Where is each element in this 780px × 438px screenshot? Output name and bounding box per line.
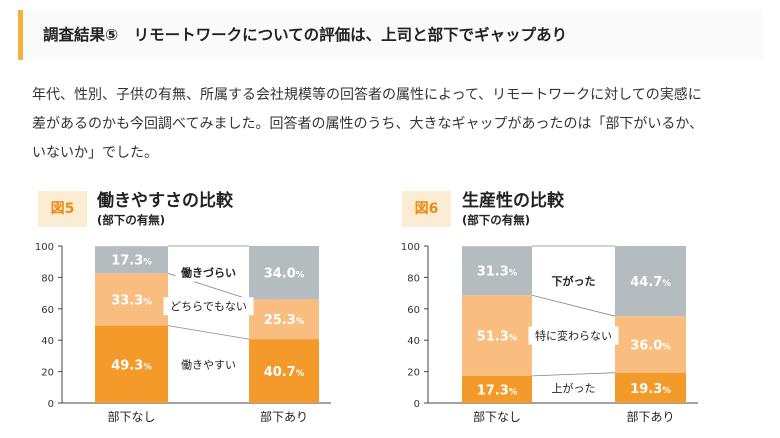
y-tick-label: 80 bbox=[41, 273, 54, 284]
data-label: 25.3% bbox=[264, 313, 305, 328]
intro-line: 差があるのかも今回調べてみました。回答者の属性のうち、大きなギャップがあったのは… bbox=[32, 116, 704, 132]
chart-subtitle: (部下の有無) bbox=[462, 213, 531, 227]
bar-segment bbox=[95, 273, 168, 326]
section-header: 調査結果⑤ リモートワークについての評価は、上司と部下でギャップあり bbox=[18, 10, 763, 60]
bar-segment bbox=[249, 246, 319, 300]
series-label: どちらでもない bbox=[170, 300, 247, 313]
data-label: 34.0% bbox=[264, 267, 305, 282]
legend-bg bbox=[175, 263, 242, 282]
data-label: 17.3% bbox=[111, 254, 152, 269]
series-label: 働きづらい bbox=[180, 266, 236, 280]
legend-bg bbox=[163, 297, 254, 316]
data-label: 49.3% bbox=[111, 358, 152, 373]
series-label: 働きやすい bbox=[181, 358, 236, 371]
bar-segment bbox=[249, 339, 319, 403]
y-tick-label: 20 bbox=[41, 368, 54, 379]
intro-line: 年代、性別、子供の有無、所属する会社規模等の回答者の属性によって、リモートワーク… bbox=[32, 87, 702, 103]
y-tick-label: 0 bbox=[48, 399, 54, 410]
y-tick-label: 40 bbox=[41, 336, 54, 347]
bar-segment bbox=[249, 299, 319, 340]
y-tick-label: 60 bbox=[41, 305, 54, 316]
chart-title: 生産性の比較 bbox=[462, 191, 564, 211]
figure-badge: 図6 bbox=[402, 191, 451, 227]
bar-segment bbox=[95, 246, 168, 274]
intro-paragraph: 年代、性別、子供の有無、所属する会社規模等の回答者の属性によって、リモートワーク… bbox=[32, 81, 762, 168]
section-title: 調査結果⑤ リモートワークについての評価は、上司と部下でギャップあり bbox=[43, 26, 568, 44]
connector-line bbox=[167, 325, 250, 340]
chart-subtitle: (部下の有無) bbox=[97, 213, 166, 227]
y-tick-label: 100 bbox=[35, 242, 54, 253]
data-label: 40.7% bbox=[264, 365, 305, 380]
legend-bg bbox=[175, 355, 242, 374]
figure-badge: 図5 bbox=[38, 191, 87, 227]
x-tick-label: 部下あり bbox=[260, 409, 308, 424]
data-label: 33.3% bbox=[111, 293, 152, 308]
bar-segment bbox=[95, 325, 168, 403]
chart-title: 働きやすさの比較 bbox=[97, 191, 233, 211]
x-tick-label: 部下なし bbox=[107, 409, 155, 424]
intro-line: いないか」でした。 bbox=[32, 145, 158, 161]
